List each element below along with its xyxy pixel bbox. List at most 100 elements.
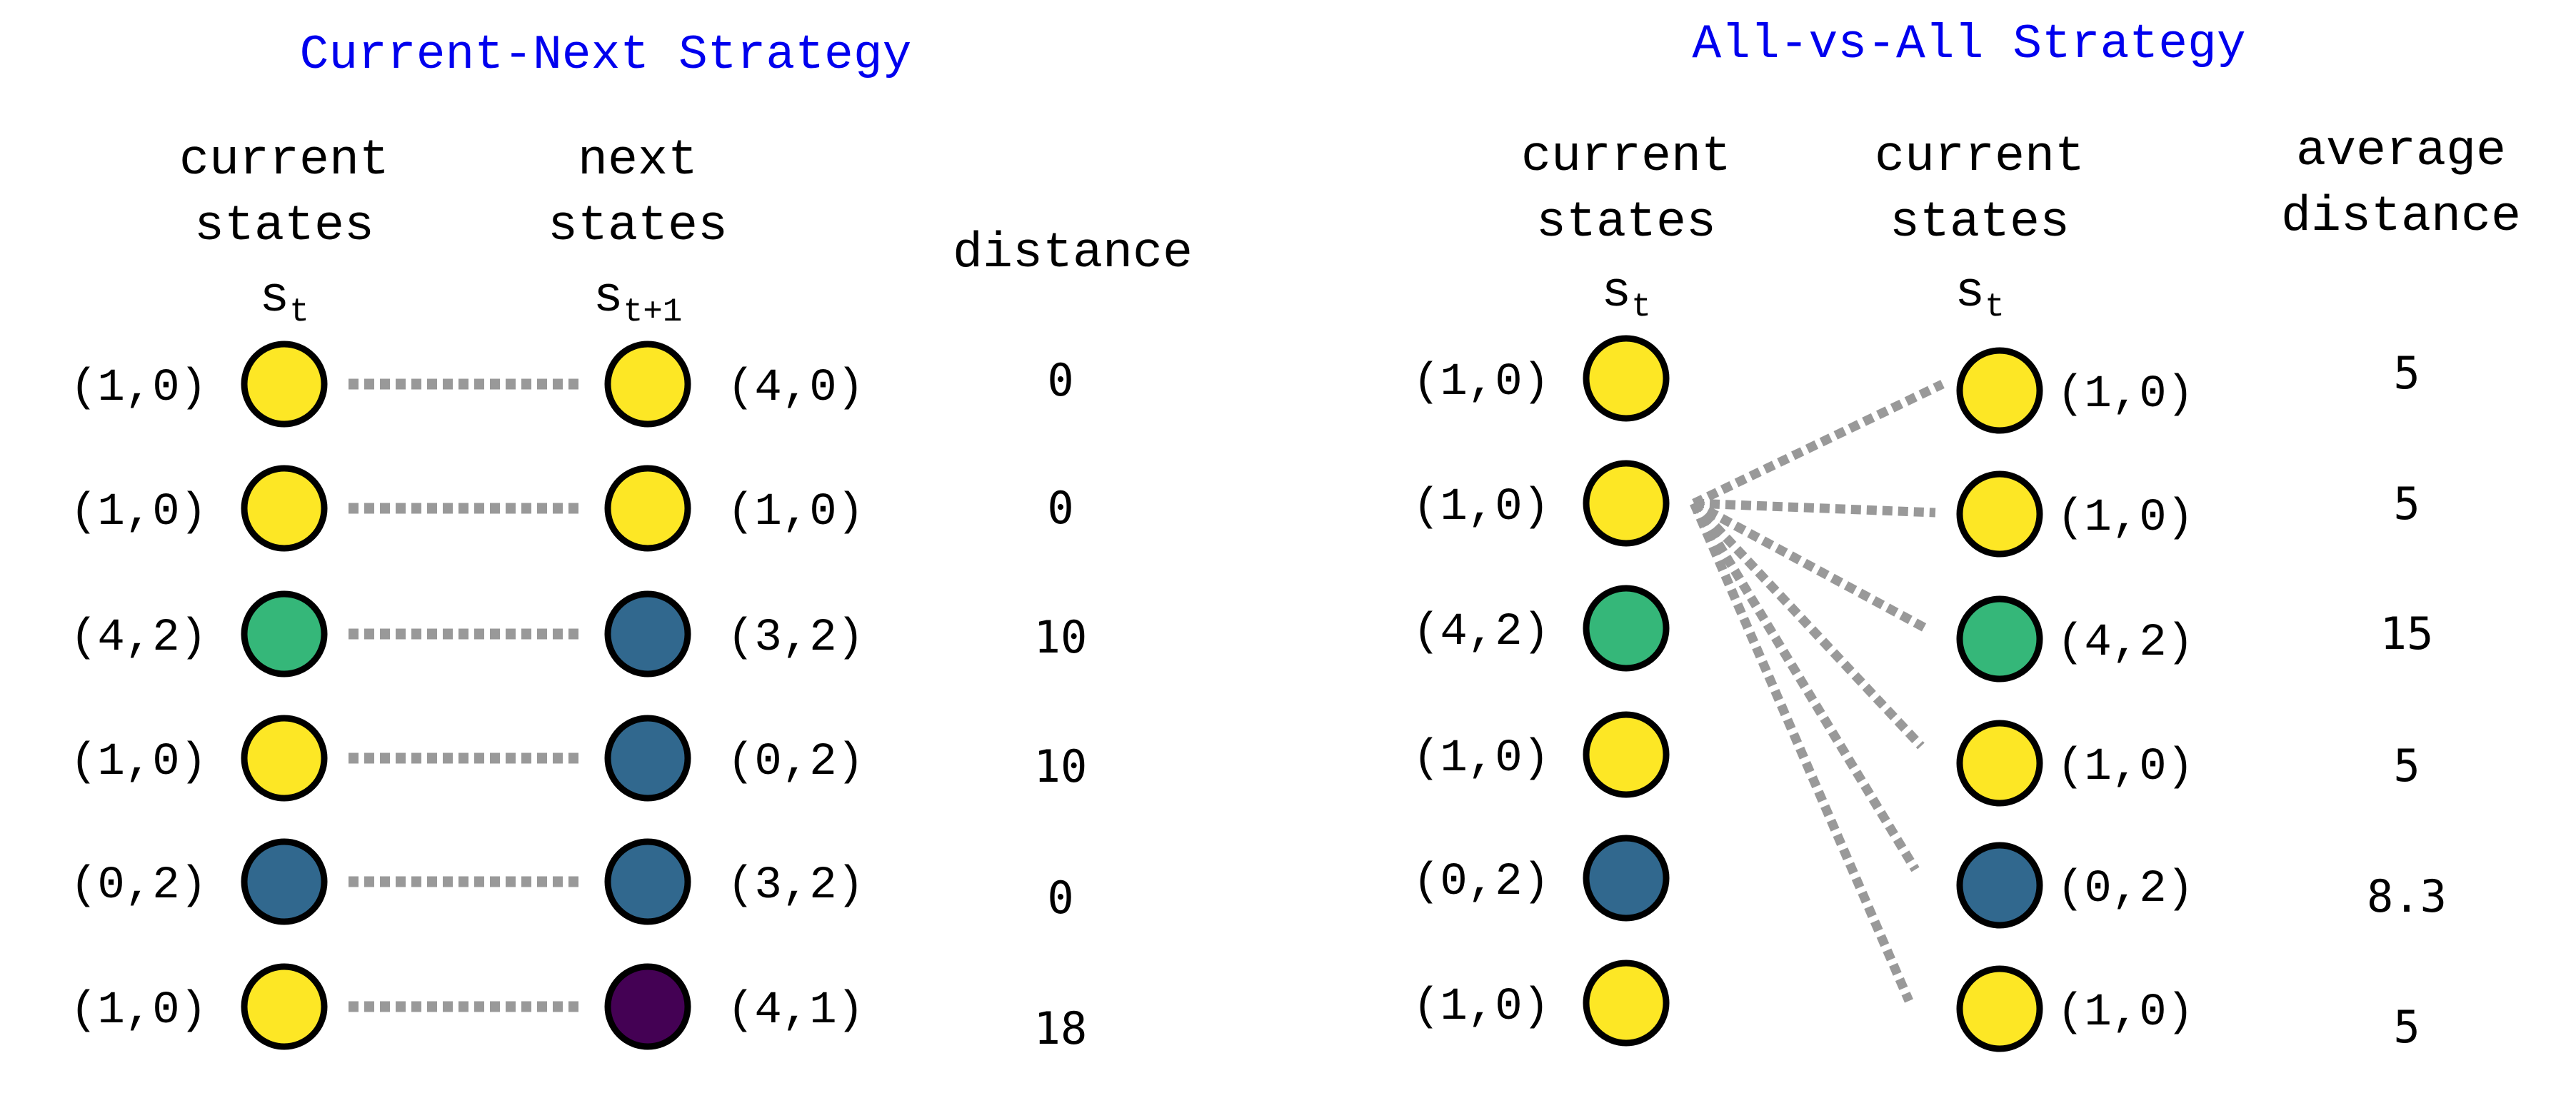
left-current-label: (1,0) bbox=[70, 363, 207, 414]
left-next-state-circle bbox=[604, 963, 691, 1050]
left-distance-value: 10 bbox=[1034, 740, 1088, 792]
right-left-row: (4,2) bbox=[1413, 585, 1670, 672]
right-right-label: (1,0) bbox=[2057, 742, 2194, 793]
fan-line bbox=[1690, 500, 1920, 872]
left-current-label: (1,0) bbox=[70, 737, 207, 788]
right-right-state-circle bbox=[1956, 842, 2043, 929]
left-next-label: (0,2) bbox=[727, 737, 864, 788]
right-left-state-circle bbox=[1583, 460, 1670, 547]
left-distance-value: 10 bbox=[1034, 611, 1088, 663]
left-col-next-symbol: st+1 bbox=[593, 270, 683, 331]
right-right-label: (1,0) bbox=[2057, 369, 2194, 420]
right-right-label: (1,0) bbox=[2057, 493, 2194, 544]
right-average-value: 8.3 bbox=[2367, 870, 2447, 922]
right-col-current2-line2: states bbox=[1890, 195, 2070, 251]
all-vs-all-panel: All-vs-All Strategy current states st cu… bbox=[1413, 17, 2521, 1053]
right-average-value: 5 bbox=[2393, 740, 2420, 792]
fan-lines bbox=[1690, 380, 1945, 1003]
right-col-avg-line1: average bbox=[2296, 124, 2506, 180]
right-right-row: (0,2) 8.3 bbox=[1956, 842, 2447, 929]
left-rows: (1,0) (4,0) 0(1,0) (1,0) 0(4,2) (3,2) 10(1,0)(… bbox=[70, 341, 1088, 1054]
left-distance-value: 0 bbox=[1047, 482, 1073, 534]
right-left-row: (1,0) bbox=[1413, 335, 1670, 422]
left-next-label: (4,1) bbox=[727, 985, 864, 1037]
right-right-row: (1,0) 5 bbox=[1956, 347, 2420, 434]
right-left-label: (0,2) bbox=[1413, 857, 1550, 908]
left-col-current-symbol: st bbox=[259, 270, 309, 331]
left-distance-value: 0 bbox=[1047, 872, 1073, 924]
left-col-current-line2: states bbox=[194, 198, 374, 255]
right-average-value: 5 bbox=[2393, 1001, 2420, 1053]
left-current-state-circle bbox=[241, 341, 328, 428]
right-average-value: 5 bbox=[2393, 347, 2420, 399]
left-next-label: (4,0) bbox=[727, 363, 864, 414]
right-right-state-circle bbox=[1956, 470, 2043, 558]
right-right-row: (1,0) 5 bbox=[1956, 470, 2420, 558]
right-left-state-circle bbox=[1583, 335, 1670, 422]
right-right-row: (4,2) 15 bbox=[1956, 595, 2434, 683]
right-left-label: (1,0) bbox=[1413, 357, 1550, 408]
right-right-state-circle bbox=[1956, 965, 2043, 1052]
right-average-value: 15 bbox=[2380, 608, 2434, 660]
left-current-label: (4,2) bbox=[70, 613, 207, 664]
right-right-label: (0,2) bbox=[2057, 864, 2194, 915]
right-right-row: (1,0) 5 bbox=[1956, 720, 2420, 807]
left-current-state-circle bbox=[241, 465, 328, 552]
left-row: (1,0) (4,0) 0 bbox=[70, 341, 1074, 428]
right-left-label: (1,0) bbox=[1413, 733, 1550, 785]
right-title: All-vs-All Strategy bbox=[1692, 17, 2245, 72]
left-row: (4,2) (3,2) 10 bbox=[70, 590, 1088, 678]
right-col-avg-line2: distance bbox=[2281, 189, 2521, 246]
right-left-state-circle bbox=[1583, 960, 1670, 1047]
right-right-label: (1,0) bbox=[2057, 987, 2194, 1039]
left-current-state-circle bbox=[241, 715, 328, 802]
left-distance-value: 0 bbox=[1047, 354, 1073, 406]
left-next-state-circle bbox=[604, 590, 691, 678]
current-next-panel: Current-Next Strategy current states st … bbox=[70, 28, 1193, 1054]
right-left-label: (1,0) bbox=[1413, 482, 1550, 533]
left-col-distance: distance bbox=[953, 226, 1193, 282]
left-row: (1,0) (4,1) 18 bbox=[70, 963, 1088, 1054]
right-left-row: (0,2) bbox=[1413, 835, 1670, 922]
fan-line bbox=[1690, 500, 1925, 750]
right-right-row: (1,0) 5 bbox=[1956, 965, 2420, 1053]
right-col-current-line2: states bbox=[1536, 195, 1716, 251]
left-row: (0,2) (3,2) 0 bbox=[70, 838, 1074, 925]
left-next-label: (1,0) bbox=[727, 487, 864, 538]
left-next-state-circle bbox=[604, 465, 691, 552]
right-col-current2-symbol: st bbox=[1955, 265, 2005, 326]
left-current-label: (1,0) bbox=[70, 985, 207, 1037]
right-left-row: (1,0) bbox=[1413, 711, 1670, 798]
right-right-state-circle bbox=[1956, 347, 2043, 434]
fan-line bbox=[1691, 499, 1931, 634]
right-right-state-circle bbox=[1956, 595, 2043, 683]
right-left-state-circle bbox=[1583, 835, 1670, 922]
right-right-label: (4,2) bbox=[2057, 618, 2194, 669]
left-next-state-circle bbox=[604, 341, 691, 428]
right-average-value: 5 bbox=[2393, 478, 2420, 530]
fan-line bbox=[1692, 380, 1945, 508]
left-distance-value: 18 bbox=[1034, 1002, 1088, 1054]
right-rows: (1,0)(1,0)(4,2)(1,0)(0,2)(1,0)(1,0) 5(1,0… bbox=[1413, 335, 2447, 1053]
left-current-state-circle bbox=[241, 838, 328, 925]
left-row: (1,0) (1,0) 0 bbox=[70, 465, 1074, 552]
right-col-current2-line1: current bbox=[1875, 129, 2085, 186]
left-next-label: (3,2) bbox=[727, 613, 864, 664]
left-current-state-circle bbox=[241, 590, 328, 678]
right-left-state-circle bbox=[1583, 585, 1670, 672]
left-col-current-line1: current bbox=[179, 133, 389, 189]
fan-line bbox=[1693, 498, 1936, 518]
left-col-next-line1: next bbox=[578, 133, 698, 189]
right-left-row: (1,0) bbox=[1413, 460, 1670, 547]
right-left-state-circle bbox=[1583, 711, 1670, 798]
left-next-state-circle bbox=[604, 715, 691, 802]
right-col-current-symbol: st bbox=[1601, 265, 1651, 326]
left-next-label: (3,2) bbox=[727, 860, 864, 912]
fan-line bbox=[1690, 501, 1913, 1003]
left-row: (1,0) (0,2) 10 bbox=[70, 715, 1088, 802]
left-current-label: (0,2) bbox=[70, 860, 207, 912]
left-current-label: (1,0) bbox=[70, 487, 207, 538]
left-next-state-circle bbox=[604, 838, 691, 925]
right-col-current-line1: current bbox=[1521, 129, 1731, 186]
